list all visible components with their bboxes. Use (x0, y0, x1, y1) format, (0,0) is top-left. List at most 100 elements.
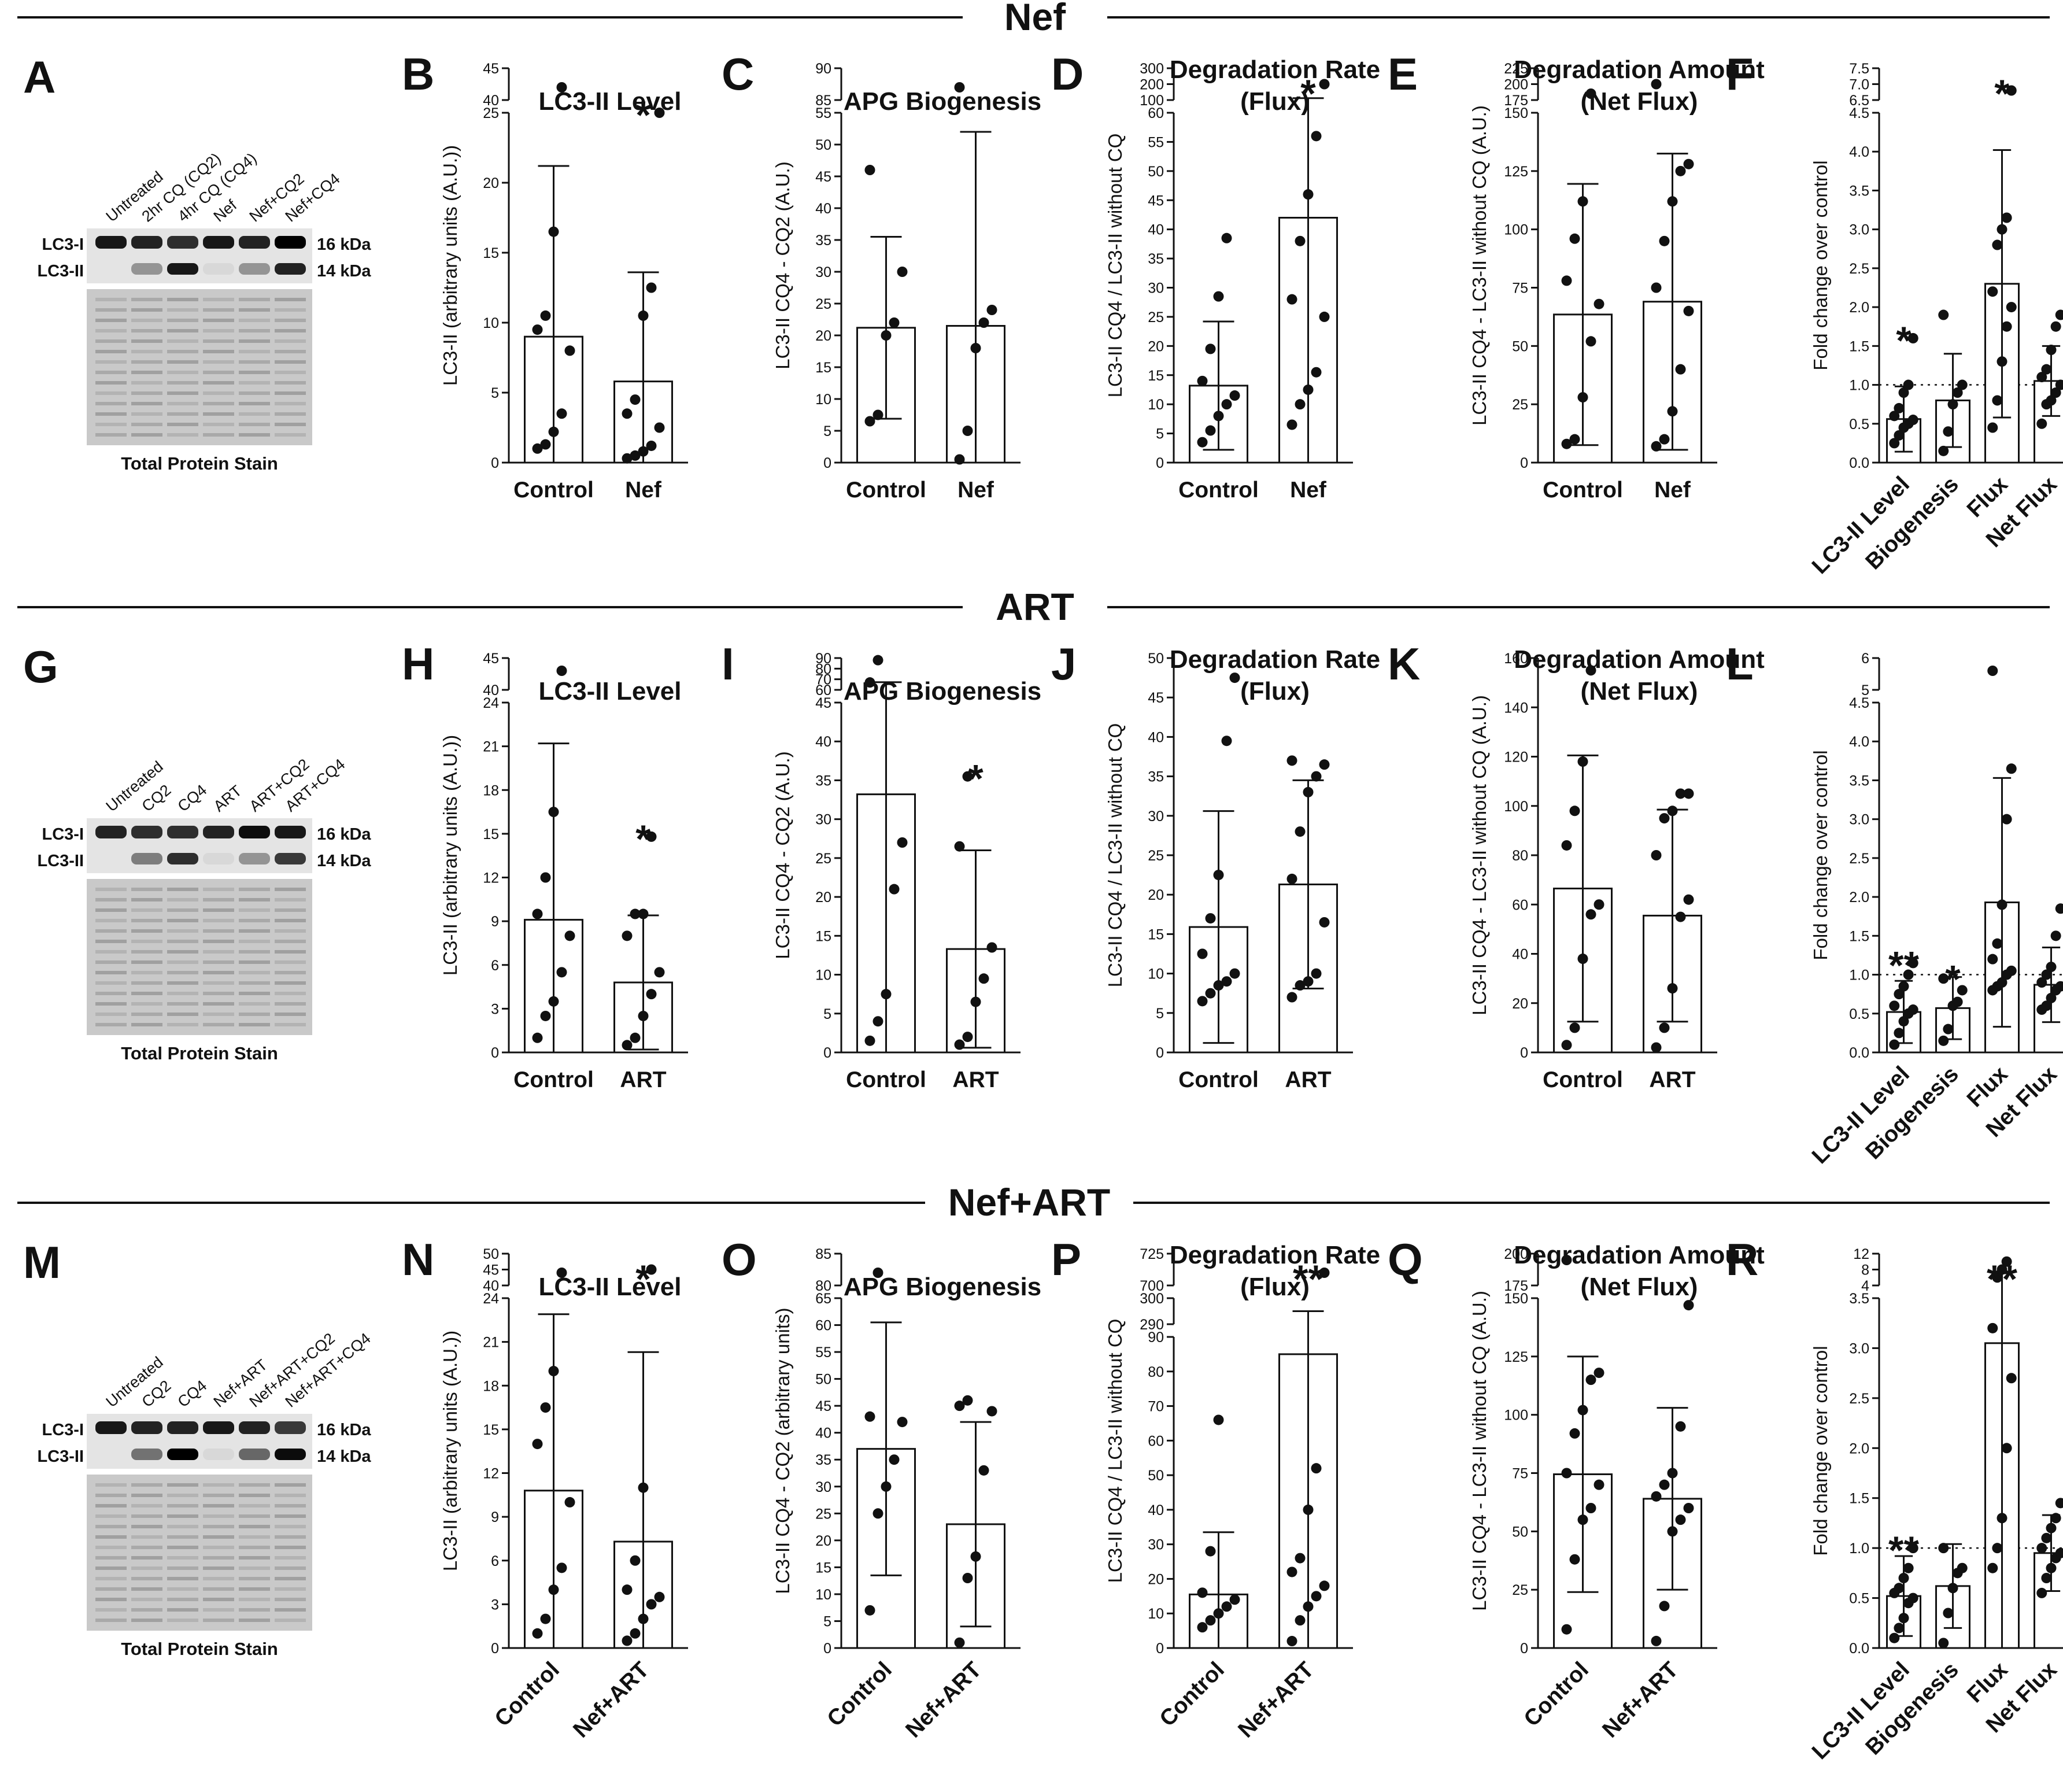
data-point (1577, 196, 1588, 207)
protein-band (131, 908, 162, 912)
data-point (962, 771, 973, 782)
lc3-i-band (275, 236, 306, 249)
protein-band (131, 1002, 162, 1006)
lc3-ii-band (275, 853, 306, 864)
y-tick-label: 3.5 (1849, 183, 1869, 199)
protein-band (203, 1587, 234, 1591)
blot-footer-label: Total Protein Stain (121, 1639, 278, 1659)
data-point (654, 1591, 665, 1602)
y-tick-label: 25 (1512, 397, 1528, 413)
protein-band (203, 1556, 234, 1560)
data-point (1311, 367, 1322, 378)
protein-band (167, 360, 198, 364)
y-tick-label: 75 (1512, 280, 1528, 297)
y-axis-label: Fold change over control (1810, 750, 1831, 960)
y-tick-label: 0 (1520, 1640, 1528, 1657)
y-tick-label: 100 (1140, 93, 1164, 109)
protein-band (275, 339, 306, 343)
data-point (1987, 1562, 1998, 1573)
lc3-i-band (275, 826, 306, 838)
protein-band (167, 371, 198, 374)
data-point (2036, 1543, 2047, 1554)
protein-band (131, 1556, 162, 1560)
kda-label-16: 16 kDa (317, 235, 371, 254)
protein-band (167, 1494, 198, 1497)
data-point (1303, 786, 1314, 797)
y-axis-label: LC3-II CQ4 - LC3-II without CQ (A.U.) (1469, 1291, 1490, 1611)
y-tick-label: 8 (1861, 1262, 1869, 1279)
protein-band (167, 919, 198, 922)
protein-band (203, 433, 234, 437)
chart-panel: D Degradation Rate (Flux) 0 5 10 15 20 25 30 35 40 4… (1051, 49, 1380, 503)
data-point (1987, 954, 1998, 965)
kda-label-14: 14 kDa (317, 1447, 371, 1466)
data-point (1303, 384, 1314, 395)
panel-title: APG Biogenesis (844, 87, 1041, 116)
y-tick-label: 5 (1156, 1006, 1164, 1022)
data-point (2041, 969, 2052, 980)
y-tick-label: 40 (815, 1425, 831, 1442)
data-point (1295, 235, 1306, 246)
data-point (1683, 158, 1694, 169)
lc3-ii-band (203, 853, 234, 864)
lc3-ii-band (275, 263, 306, 275)
data-point (1675, 364, 1686, 375)
x-category-label: Control (846, 478, 926, 503)
data-point (1675, 911, 1686, 922)
lc3-ii-band (203, 1449, 234, 1460)
panel-letter: J (1051, 638, 1076, 689)
protein-band (167, 1619, 198, 1622)
data-point (1311, 968, 1322, 979)
data-point (2041, 1000, 2052, 1011)
lc3-i-band (131, 236, 162, 249)
data-point (1577, 954, 1588, 965)
data-point (1594, 899, 1604, 910)
protein-band (131, 412, 162, 416)
protein-band (131, 1483, 162, 1487)
lc3-i-band (131, 826, 162, 838)
data-point (1957, 379, 1968, 390)
data-point (1197, 996, 1208, 1007)
x-category-label: Control (846, 1067, 926, 1092)
y-tick-label: 300 (1140, 61, 1164, 77)
data-point (2001, 1256, 2012, 1267)
protein-band (167, 992, 198, 995)
lc3-i-band (239, 1421, 270, 1434)
y-tick-label: 4.5 (1849, 695, 1869, 711)
data-point (1295, 1553, 1306, 1564)
protein-band (131, 319, 162, 322)
data-point (2050, 387, 2061, 398)
data-point (1221, 1601, 1232, 1612)
data-point (1221, 976, 1232, 987)
data-point (1898, 981, 1909, 992)
y-tick-label: 0 (1156, 1045, 1164, 1061)
data-point (1675, 788, 1686, 799)
data-point (622, 453, 633, 464)
y-tick-label: 0 (823, 1640, 831, 1657)
protein-band (203, 1494, 234, 1497)
protein-band (239, 423, 270, 426)
data-point (630, 908, 641, 919)
data-point (1577, 392, 1588, 403)
protein-band (95, 940, 127, 943)
lc3-i-band (167, 826, 198, 838)
blot-footer-label: Total Protein Stain (121, 453, 278, 474)
protein-band (203, 319, 234, 322)
protein-band (95, 898, 127, 901)
significance-marker: * (968, 757, 984, 801)
data-point (1938, 309, 1949, 320)
data-point (1569, 1554, 1580, 1565)
protein-band (95, 1535, 127, 1539)
protein-band (95, 350, 127, 353)
y-tick-label: 30 (815, 1479, 831, 1495)
data-point (1585, 1375, 1596, 1385)
y-tick-label: 0.0 (1849, 1045, 1869, 1061)
protein-band (275, 1504, 306, 1508)
data-point (1675, 1421, 1686, 1432)
x-category-label: Nef (625, 478, 662, 503)
panel-letter: R (1726, 1234, 1758, 1285)
data-point (1205, 343, 1216, 354)
data-point (1889, 1632, 1900, 1643)
y-tick-label: 50 (1148, 651, 1164, 667)
